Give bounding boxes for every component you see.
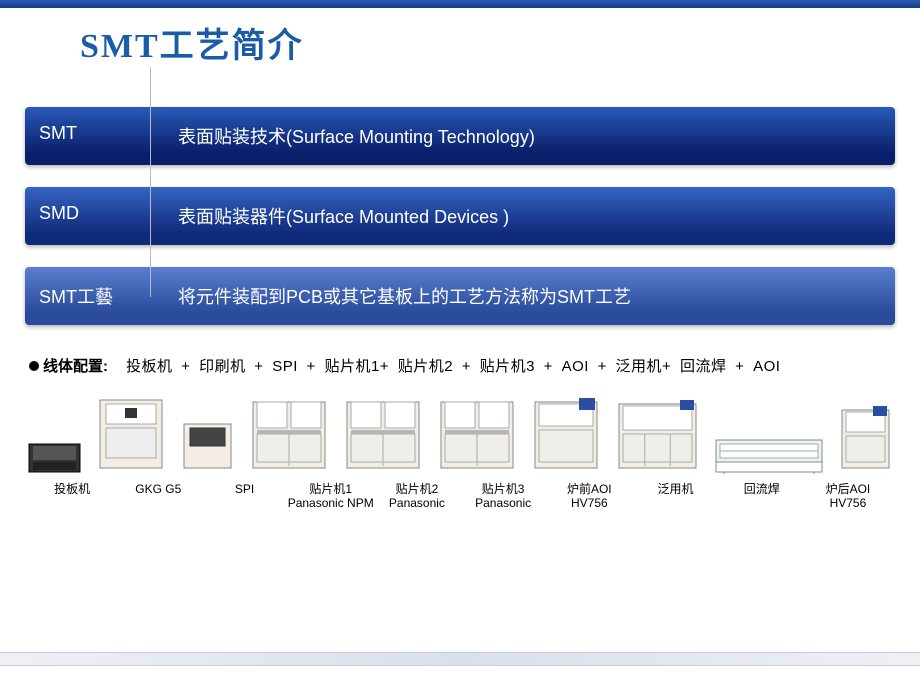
- bullet-icon: [29, 361, 39, 371]
- def-text: 表面贴装技术(Surface Mounting Technology): [160, 107, 895, 165]
- machine-label: 炉后AOIHV756: [805, 482, 891, 511]
- definition-row-smt: SMT 表面贴装技术(Surface Mounting Technology): [25, 107, 895, 165]
- machine-label: 炉前AOIHV756: [546, 482, 632, 511]
- machine-printer: [96, 394, 166, 474]
- machine-mounter: [343, 394, 423, 474]
- line-config-row: 线体配置: 投板机 + 印刷机 + SPI + 贴片机1+ 贴片机2 + 贴片机…: [29, 355, 895, 376]
- machine-aoi2: [838, 402, 893, 474]
- machine-mounter: [437, 394, 517, 474]
- machine-mounter: [249, 394, 329, 474]
- line-config-text: 投板机 + 印刷机 + SPI + 贴片机1+ 贴片机2 + 贴片机3 + AO…: [126, 355, 780, 376]
- def-label: SMD: [25, 187, 160, 245]
- def-text: 将元件装配到PCB或其它基板上的工艺方法称为SMT工艺: [160, 267, 895, 325]
- machine-general: [615, 396, 700, 474]
- machines-row: [27, 394, 893, 474]
- machine-label: 贴片机2Panasonic: [374, 482, 460, 511]
- header-bar: [0, 0, 920, 8]
- line-config-label: 线体配置:: [43, 355, 108, 376]
- def-label: SMT: [25, 107, 160, 165]
- machine-label: 贴片机3Panasonic: [460, 482, 546, 511]
- machine-loader: [27, 419, 82, 474]
- machine-spi: [180, 414, 235, 474]
- machine-label: SPI: [201, 482, 287, 511]
- machine-label: 回流焊: [719, 482, 805, 511]
- content-area: SMT 表面贴装技术(Surface Mounting Technology) …: [0, 67, 920, 511]
- vertical-divider: [150, 67, 151, 297]
- def-label: SMT工藝: [25, 267, 160, 325]
- definition-row-smd: SMD 表面贴装器件(Surface Mounted Devices ): [25, 187, 895, 245]
- machine-label: 泛用机: [632, 482, 718, 511]
- machine-label: 投板机: [29, 482, 115, 511]
- definition-row-process: SMT工藝 将元件装配到PCB或其它基板上的工艺方法称为SMT工艺: [25, 267, 895, 325]
- machine-aoi: [531, 394, 601, 474]
- machine-label: GKG G5: [115, 482, 201, 511]
- machine-labels-row: 投板机GKG G5SPI贴片机1Panasonic NPM贴片机2Panason…: [29, 482, 891, 511]
- footer-bar: [0, 652, 920, 666]
- machine-label: 贴片机1Panasonic NPM: [288, 482, 374, 511]
- machine-reflow: [714, 424, 824, 474]
- slide-title: SMT工艺简介: [80, 18, 920, 67]
- def-text: 表面贴装器件(Surface Mounted Devices ): [160, 187, 895, 245]
